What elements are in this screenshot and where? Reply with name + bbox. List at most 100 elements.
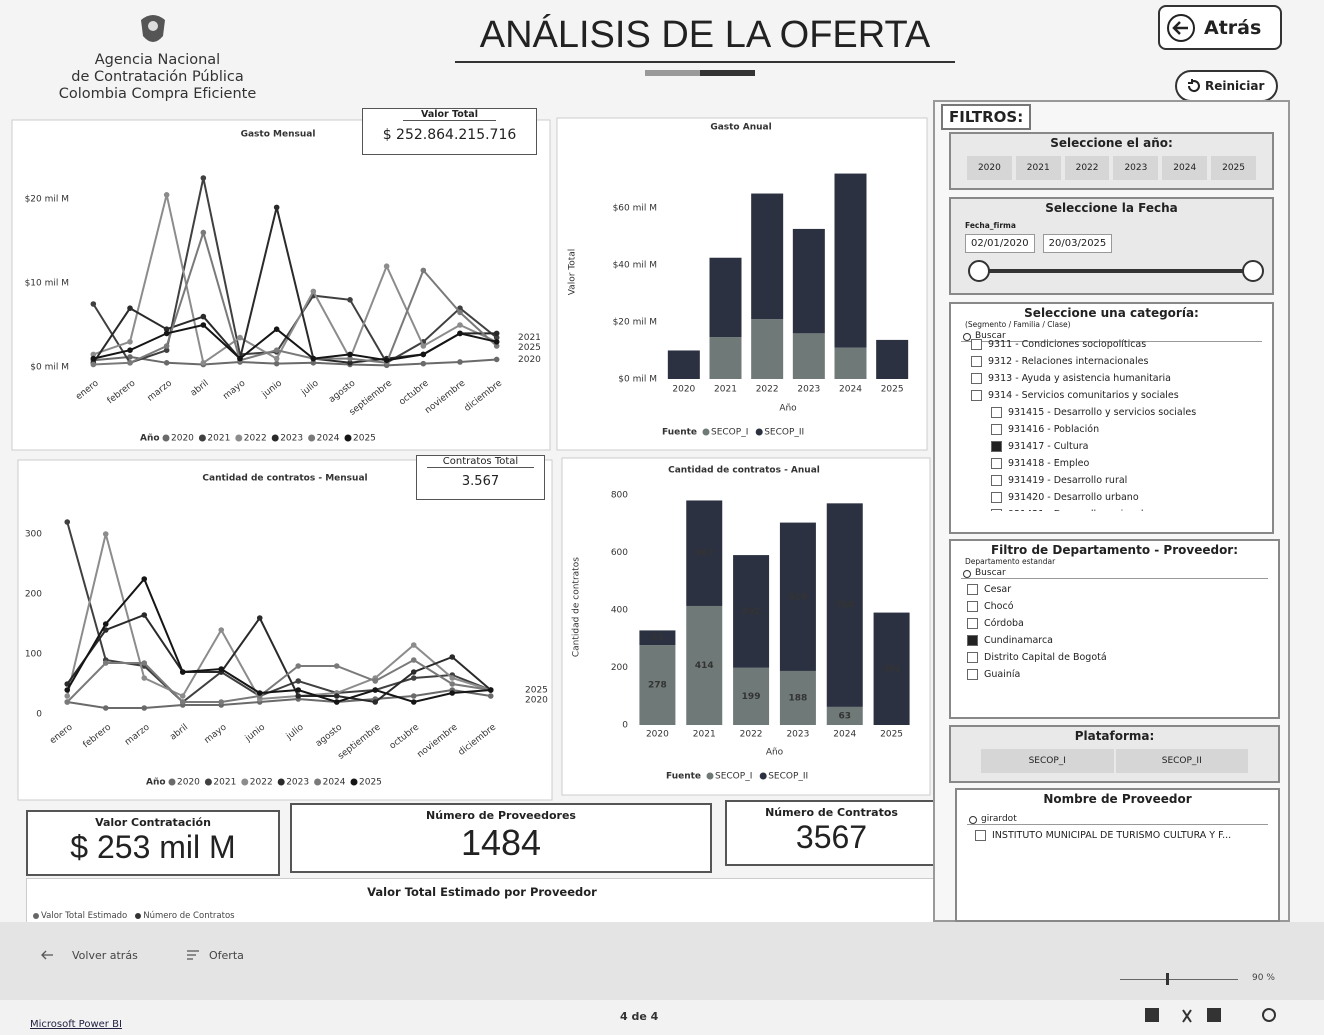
y-tick-label: $20 mil M xyxy=(25,195,69,205)
search-box[interactable]: girardot xyxy=(967,814,1268,825)
brand-link[interactable]: Microsoft Power BI xyxy=(30,1019,122,1030)
back-icon xyxy=(1166,13,1196,43)
checkbox[interactable] xyxy=(971,339,982,350)
line-point xyxy=(488,693,494,699)
line-point xyxy=(127,339,133,345)
list-item[interactable]: Chocó xyxy=(967,598,1278,615)
x-axis-label: Año xyxy=(779,404,797,414)
zoom-handle[interactable] xyxy=(1166,973,1169,985)
legend-label: 2022 xyxy=(250,778,273,788)
checkbox[interactable] xyxy=(967,601,978,612)
item-label: 931420 - Desarrollo urbano xyxy=(1008,492,1139,503)
year-button[interactable]: 2023 xyxy=(1113,156,1158,180)
checkbox[interactable] xyxy=(975,830,986,841)
line-point xyxy=(494,331,500,337)
list-item[interactable]: 931415 - Desarrollo y servicios sociales xyxy=(971,404,1272,421)
checkbox[interactable] xyxy=(967,652,978,663)
line-point xyxy=(334,663,340,669)
line-point xyxy=(421,361,427,367)
line-point xyxy=(295,663,301,669)
list-item[interactable]: 931417 - Cultura xyxy=(971,438,1272,455)
list-item[interactable]: 931418 - Empleo xyxy=(971,455,1272,472)
checkbox[interactable] xyxy=(991,509,1002,511)
checkbox[interactable] xyxy=(967,618,978,629)
checkbox[interactable] xyxy=(967,635,978,646)
date-slider[interactable] xyxy=(951,257,1271,287)
list-item[interactable]: Córdoba xyxy=(967,615,1278,632)
platform-button[interactable]: SECOP_I xyxy=(981,749,1114,773)
legend-marker xyxy=(756,429,763,436)
line-point xyxy=(91,356,97,362)
panel xyxy=(557,118,927,450)
line-point xyxy=(141,576,147,582)
checkbox[interactable] xyxy=(967,669,978,680)
kpi-label: Contratos Total xyxy=(427,456,534,468)
list-item[interactable]: 9313 - Ayuda y asistencia humanitaria xyxy=(971,370,1272,387)
list-item[interactable]: Guainía xyxy=(967,666,1278,683)
legend-marker xyxy=(272,435,279,442)
item-label: INSTITUTO MUNICIPAL DE TURISMO CULTURA Y… xyxy=(992,830,1231,841)
checkbox[interactable] xyxy=(967,584,978,595)
date-start[interactable]: 02/01/2020 xyxy=(965,234,1035,253)
toolbar-page[interactable]: Oferta xyxy=(209,949,244,962)
list-item[interactable]: Cesar xyxy=(967,581,1278,598)
checkbox[interactable] xyxy=(991,407,1002,418)
list-item[interactable]: Distrito Capital de Bogotá xyxy=(967,649,1278,666)
date-field: Fecha_firma xyxy=(965,221,1258,230)
legend-marker xyxy=(351,779,358,786)
list-item[interactable]: 931419 - Desarrollo rural xyxy=(971,472,1272,489)
legend-label: 2023 xyxy=(286,778,309,788)
bar-value-label: 63 xyxy=(838,711,851,721)
x-axis-label: Año xyxy=(766,748,784,758)
year-button[interactable]: 2022 xyxy=(1065,156,1110,180)
list-item[interactable]: Cundinamarca xyxy=(967,632,1278,649)
checkbox[interactable] xyxy=(991,424,1002,435)
line-point xyxy=(411,669,417,675)
x-tick-label: 2020 xyxy=(646,730,669,740)
list-item[interactable]: 9312 - Relaciones internacionales xyxy=(971,353,1272,370)
year-button[interactable]: 2024 xyxy=(1162,156,1207,180)
item-label: Distrito Capital de Bogotá xyxy=(984,652,1107,663)
kpi-card: Contratos Total 3.567 xyxy=(416,455,545,500)
line-point xyxy=(64,699,70,705)
checkbox[interactable] xyxy=(991,441,1002,452)
line-point xyxy=(411,657,417,663)
list-item[interactable]: INSTITUTO MUNICIPAL DE TURISMO CULTURA Y… xyxy=(975,827,1278,844)
zoom-slider[interactable] xyxy=(1120,979,1238,980)
line-point xyxy=(201,175,207,181)
legend-title: Año xyxy=(140,434,160,444)
bar-value-label: 367 xyxy=(695,549,714,559)
list-item[interactable]: 931421 - Desarrollo regional xyxy=(971,506,1272,511)
date-end[interactable]: 20/03/2025 xyxy=(1043,234,1113,253)
x-tick-label: 2021 xyxy=(714,385,737,395)
list-item[interactable]: 931420 - Desarrollo urbano xyxy=(971,489,1272,506)
checkbox[interactable] xyxy=(971,390,982,401)
y-tick-label: $10 mil M xyxy=(25,279,69,289)
item-label: 931421 - Desarrollo regional xyxy=(1008,509,1144,511)
search-box[interactable]: Buscar xyxy=(961,568,1268,579)
platform-button[interactable]: SECOP_II xyxy=(1116,749,1249,773)
item-label: 931417 - Cultura xyxy=(1008,441,1089,452)
toolbar-back[interactable]: Volver atrás xyxy=(72,949,138,962)
year-button[interactable]: 2021 xyxy=(1016,156,1061,180)
checkbox[interactable] xyxy=(971,373,982,384)
year-button[interactable]: 2025 xyxy=(1211,156,1256,180)
back-button[interactable]: Atrás xyxy=(1158,5,1282,50)
reset-button[interactable]: Reiniciar xyxy=(1175,70,1278,102)
bar-segment xyxy=(710,258,742,337)
line-point xyxy=(103,660,109,666)
line-point xyxy=(384,357,390,363)
list-item[interactable]: 9314 - Servicios comunitarios y sociales xyxy=(971,387,1272,404)
list-item[interactable]: 9311 - Condiciones sociopolíticas xyxy=(971,336,1272,353)
checkbox[interactable] xyxy=(991,458,1002,469)
line-point xyxy=(311,289,317,295)
toolbar: Volver atrás Oferta 90 % xyxy=(0,922,1324,1000)
year-button[interactable]: 2020 xyxy=(967,156,1012,180)
checkbox[interactable] xyxy=(991,475,1002,486)
line-point xyxy=(384,263,390,269)
checkbox[interactable] xyxy=(991,492,1002,503)
line-point xyxy=(488,687,494,693)
checkbox[interactable] xyxy=(971,356,982,367)
list-item[interactable]: 931416 - Población xyxy=(971,421,1272,438)
bar-segment xyxy=(876,340,908,379)
